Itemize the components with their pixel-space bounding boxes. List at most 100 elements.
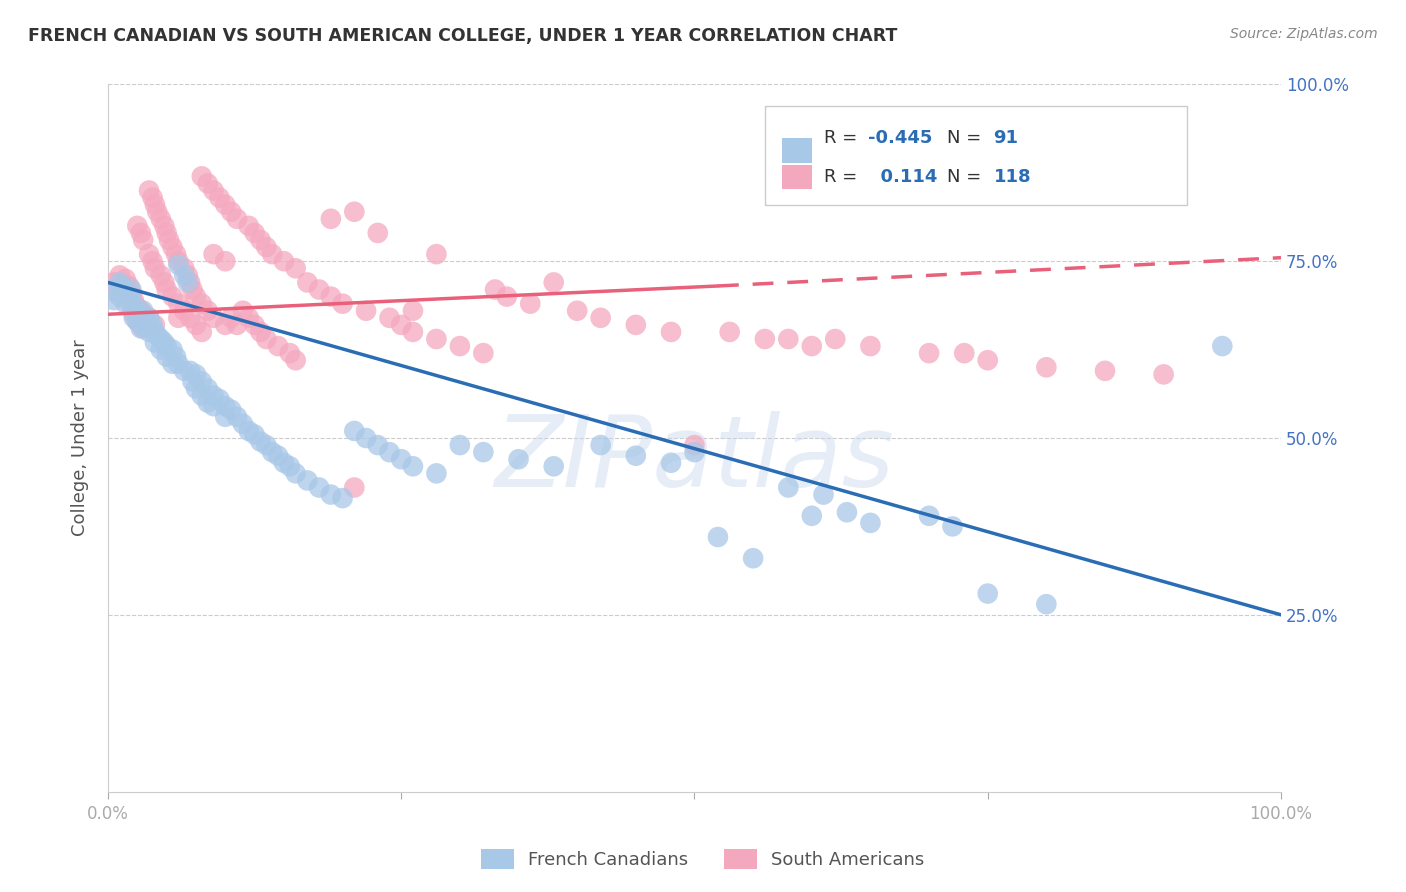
Point	[262, 247, 284, 261]
Point	[167, 296, 190, 310]
Point	[1035, 360, 1057, 375]
Point	[918, 508, 941, 523]
Point	[202, 399, 225, 413]
Point	[214, 318, 236, 332]
Point	[249, 233, 271, 247]
Point	[589, 310, 612, 325]
Text: ZIPatlas: ZIPatlas	[495, 410, 894, 508]
Point	[149, 268, 172, 283]
Point	[378, 310, 401, 325]
Text: -0.445: -0.445	[868, 129, 932, 147]
Point	[120, 293, 142, 307]
Point	[859, 339, 882, 353]
Point	[142, 254, 165, 268]
Point	[659, 456, 682, 470]
Point	[173, 268, 195, 283]
Point	[122, 310, 145, 325]
Point	[149, 343, 172, 357]
Point	[508, 452, 530, 467]
Point	[191, 169, 214, 184]
Text: Source: ZipAtlas.com: Source: ZipAtlas.com	[1230, 27, 1378, 41]
Point	[132, 303, 155, 318]
Point	[284, 261, 307, 276]
Point	[238, 310, 260, 325]
Point	[284, 467, 307, 481]
Point	[297, 474, 319, 488]
Point	[127, 219, 149, 233]
Point	[162, 289, 184, 303]
Point	[103, 293, 125, 307]
Point	[343, 204, 366, 219]
Point	[162, 343, 184, 357]
Point	[319, 211, 342, 226]
Point	[132, 321, 155, 335]
Point	[378, 445, 401, 459]
Point	[343, 481, 366, 495]
Point	[214, 254, 236, 268]
Point	[319, 289, 342, 303]
Point	[105, 283, 128, 297]
Point	[624, 318, 647, 332]
Point	[179, 276, 201, 290]
Point	[624, 449, 647, 463]
Point	[179, 364, 201, 378]
Point	[191, 296, 214, 310]
Point	[191, 388, 214, 402]
Point	[111, 279, 134, 293]
Point	[118, 289, 141, 303]
Point	[297, 276, 319, 290]
Point	[332, 296, 354, 310]
Point	[800, 508, 823, 523]
Point	[208, 191, 231, 205]
FancyBboxPatch shape	[765, 105, 1187, 204]
Point	[138, 184, 160, 198]
Point	[143, 197, 166, 211]
Point	[108, 289, 131, 303]
Text: N =: N =	[946, 168, 987, 186]
Point	[683, 445, 706, 459]
Point	[129, 321, 152, 335]
Point	[129, 318, 152, 332]
Point	[389, 452, 412, 467]
Point	[114, 286, 136, 301]
Point	[1211, 339, 1233, 353]
Point	[156, 226, 179, 240]
Point	[425, 332, 447, 346]
Point	[1094, 364, 1116, 378]
Point	[319, 487, 342, 501]
Point	[114, 296, 136, 310]
Point	[173, 303, 195, 318]
Point	[143, 335, 166, 350]
Point	[122, 293, 145, 307]
Point	[108, 276, 131, 290]
Point	[249, 434, 271, 449]
Point	[181, 283, 204, 297]
Point	[267, 339, 290, 353]
Point	[543, 459, 565, 474]
Point	[1153, 368, 1175, 382]
Point	[683, 438, 706, 452]
Point	[238, 219, 260, 233]
Point	[273, 254, 295, 268]
Point	[332, 491, 354, 505]
Point	[177, 276, 200, 290]
Point	[354, 303, 377, 318]
Point	[138, 247, 160, 261]
Point	[354, 431, 377, 445]
Point	[543, 276, 565, 290]
Point	[367, 226, 389, 240]
Point	[495, 289, 517, 303]
Point	[156, 350, 179, 364]
Point	[162, 357, 184, 371]
Point	[111, 279, 134, 293]
Point	[567, 303, 589, 318]
Point	[262, 445, 284, 459]
Point	[202, 388, 225, 402]
Point	[129, 226, 152, 240]
Point	[243, 427, 266, 442]
Point	[226, 211, 249, 226]
Point	[953, 346, 976, 360]
Point	[273, 456, 295, 470]
Point	[138, 310, 160, 325]
Point	[226, 409, 249, 424]
